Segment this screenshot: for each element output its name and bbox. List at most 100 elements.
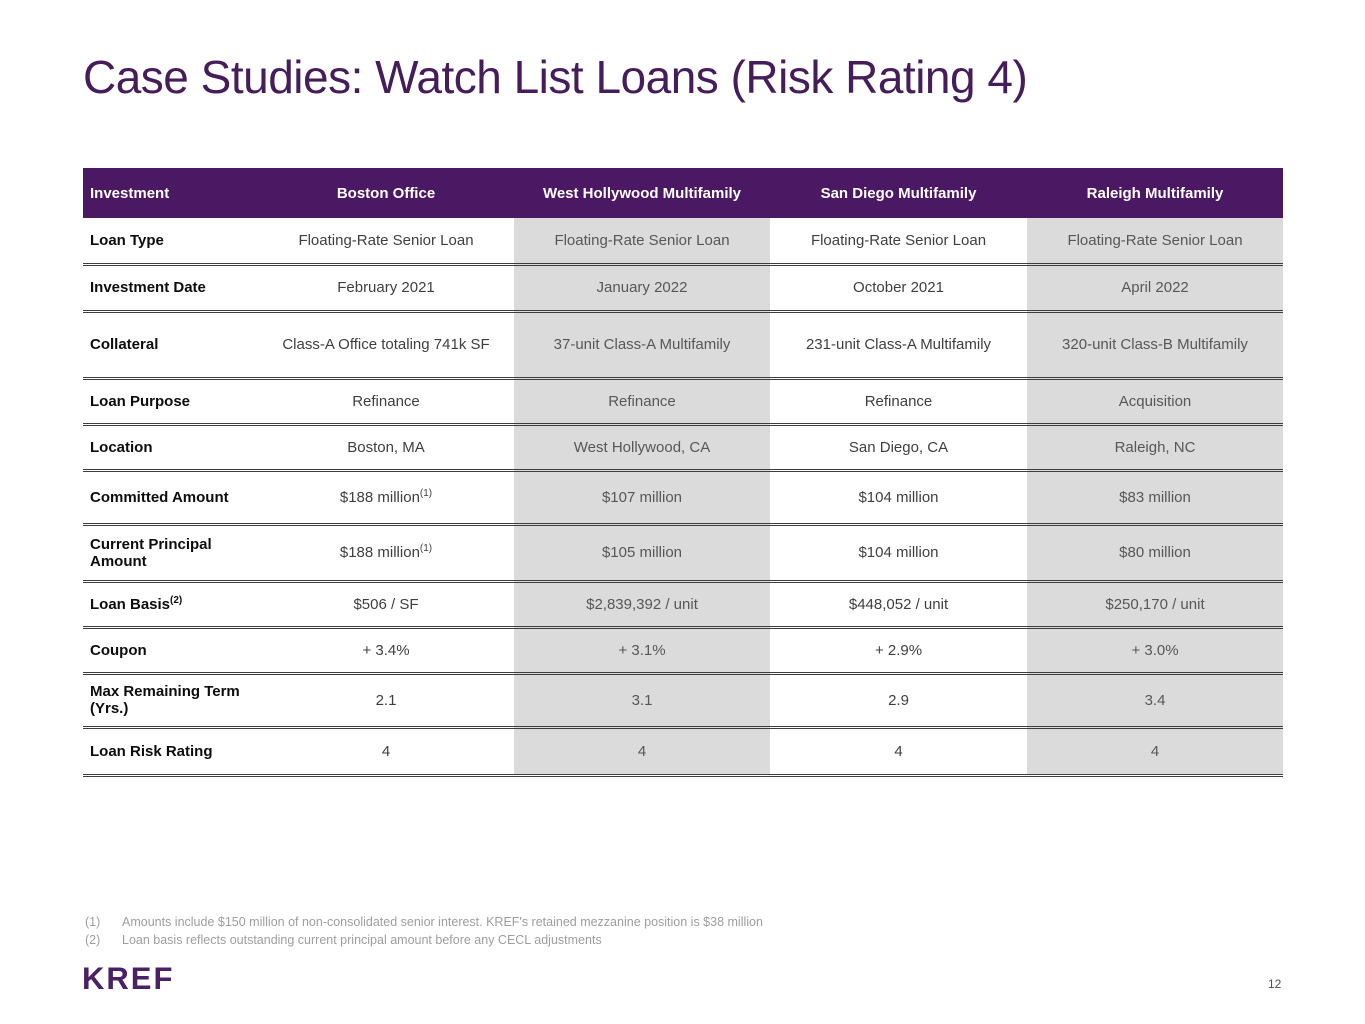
table-row: Location Boston, MA West Hollywood, CA San … xyxy=(83,424,1283,472)
row-label: Collateral xyxy=(83,311,258,380)
table-cell: April 2022 xyxy=(1027,264,1283,313)
row-label-text: Current Principal Amount xyxy=(90,535,212,570)
table-cell: 3.4 xyxy=(1027,673,1283,729)
row-label: Loan Risk Rating xyxy=(83,727,258,777)
table-cell-text: Refinance xyxy=(864,392,933,410)
table-cell: 4 xyxy=(1027,727,1283,777)
table-header-column: Raleigh Multifamily xyxy=(1027,168,1283,218)
row-label-text: Coupon xyxy=(90,641,147,659)
table-cell: $104 million xyxy=(770,470,1027,526)
table-cell: Floating-Rate Senior Loan xyxy=(258,218,514,266)
kref-logo: KREF xyxy=(82,960,175,997)
table-cell: Refinance xyxy=(770,378,1027,426)
table-body: Loan Type Floating-Rate Senior Loan Floati… xyxy=(83,218,1283,777)
table-cell: San Diego, CA xyxy=(770,424,1027,472)
table-cell: $2,839,392 / unit xyxy=(514,581,770,629)
row-label: Max Remaining Term (Yrs.) xyxy=(83,673,258,729)
table-cell: Floating-Rate Senior Loan xyxy=(514,218,770,266)
row-label-text: Location xyxy=(90,438,153,456)
table-cell: 4 xyxy=(258,727,514,777)
table-cell-text: $188 million xyxy=(339,488,420,506)
table-cell: $104 million xyxy=(770,524,1027,583)
table-cell-text: West Hollywood, CA xyxy=(573,438,711,456)
table-cell-text: San Diego, CA xyxy=(848,438,949,456)
table-cell: February 2021 xyxy=(258,264,514,313)
table-cell: 4 xyxy=(770,727,1027,777)
table-cell-text: + 2.9% xyxy=(874,641,923,659)
table-header-column: Boston Office xyxy=(258,168,514,218)
table-cell-text: 320-unit Class-B Multifamily xyxy=(1062,336,1248,353)
table-row: Committed Amount $188 million(1) $107 mill… xyxy=(83,470,1283,526)
table-cell-text: $104 million xyxy=(858,544,939,561)
row-label-text: Loan Basis xyxy=(90,595,171,613)
table-cell-text: 37-unit Class-A Multifamily xyxy=(553,336,731,353)
footnote-1-number: (1) xyxy=(85,915,101,929)
page-title: Case Studies: Watch List Loans (Risk Rat… xyxy=(83,51,1028,103)
table-cell-text: $104 million xyxy=(858,488,939,506)
table-cell-text: Floating-Rate Senior Loan xyxy=(810,231,987,249)
table-cell: $83 million xyxy=(1027,470,1283,526)
table-cell-text: 4 xyxy=(637,742,647,760)
table-cell-text: 4 xyxy=(1150,742,1160,760)
table-header-column: San Diego Multifamily xyxy=(770,168,1027,218)
table-cell: 320-unit Class-B Multifamily xyxy=(1027,311,1283,380)
table-cell-text: $506 / SF xyxy=(353,595,419,613)
row-label: Loan Basis(2) xyxy=(83,581,258,629)
table-cell-text: + 3.0% xyxy=(1131,641,1179,659)
table-cell: January 2022 xyxy=(514,264,770,313)
table-cell: $188 million(1) xyxy=(258,524,514,583)
table-cell-text: 4 xyxy=(381,742,391,760)
table-cell: Refinance xyxy=(258,378,514,426)
row-label-text: Loan Type xyxy=(90,231,164,249)
footnote-2-text: Loan basis reflects outstanding current … xyxy=(122,933,602,947)
footnote-marker: (1) xyxy=(419,543,433,554)
table-cell-text: + 3.1% xyxy=(618,641,666,659)
table-cell: + 3.0% xyxy=(1027,627,1283,675)
footnote-1: (1) Amounts include $150 million of non-… xyxy=(85,913,763,931)
table-cell: $250,170 / unit xyxy=(1027,581,1283,629)
footnote-2-number: (2) xyxy=(85,933,101,947)
table-row: Current Principal Amount $188 million(1) $… xyxy=(83,524,1283,583)
table-cell: 231-unit Class-A Multifamily xyxy=(770,311,1027,380)
footnote-marker: (1) xyxy=(419,487,433,499)
table-cell-text: February 2021 xyxy=(337,279,435,296)
table-cell: West Hollywood, CA xyxy=(514,424,770,472)
table-row: Coupon + 3.4% + 3.1% + 2.9% + 3.0% xyxy=(83,627,1283,675)
table-cell-text: January 2022 xyxy=(596,279,688,296)
table-cell-text: 3.4 xyxy=(1144,691,1166,709)
table-cell: Boston, MA xyxy=(258,424,514,472)
row-label-text: Collateral xyxy=(90,336,159,353)
table-cell: Raleigh, NC xyxy=(1027,424,1283,472)
table-cell: 2.1 xyxy=(258,673,514,729)
table-cell: $105 million xyxy=(514,524,770,583)
table-cell-text: Acquisition xyxy=(1118,392,1192,410)
table-row: Loan Risk Rating 4 4 4 4 xyxy=(83,727,1283,777)
table-cell-text: 2.9 xyxy=(888,691,909,709)
table-header-investment: Investment xyxy=(83,168,258,218)
table-cell: $506 / SF xyxy=(258,581,514,629)
table-cell-text: April 2022 xyxy=(1121,279,1189,296)
table-cell-text: 3.1 xyxy=(631,691,653,709)
table-cell: $107 million xyxy=(514,470,770,526)
footnotes: (1) Amounts include $150 million of non-… xyxy=(85,913,763,949)
row-label: Location xyxy=(83,424,258,472)
row-label-text: Max Remaining Term (Yrs.) xyxy=(90,683,240,717)
table-cell: October 2021 xyxy=(770,264,1027,313)
table-header-row: Investment Boston Office West Hollywood Mu… xyxy=(83,168,1283,218)
table-cell: Acquisition xyxy=(1027,378,1283,426)
row-label-text: Committed Amount xyxy=(90,488,229,506)
table-row: Loan Basis(2) $506 / SF $2,839,392 / unit $… xyxy=(83,581,1283,629)
table-cell: Floating-Rate Senior Loan xyxy=(770,218,1027,266)
row-label-text: Loan Risk Rating xyxy=(90,742,213,760)
row-label: Committed Amount xyxy=(83,470,258,526)
footnote-1-text: Amounts include $150 million of non-cons… xyxy=(122,915,763,929)
table-cell-text: $448,052 / unit xyxy=(848,595,949,613)
table-cell: + 3.1% xyxy=(514,627,770,675)
row-label: Loan Purpose xyxy=(83,378,258,426)
table-cell-text: $2,839,392 / unit xyxy=(586,595,698,613)
table-cell-text: Floating-Rate Senior Loan xyxy=(1067,231,1243,249)
table-header-column: West Hollywood Multifamily xyxy=(514,168,770,218)
table-cell: $188 million(1) xyxy=(258,470,514,526)
table-cell-text: $188 million xyxy=(339,544,420,561)
